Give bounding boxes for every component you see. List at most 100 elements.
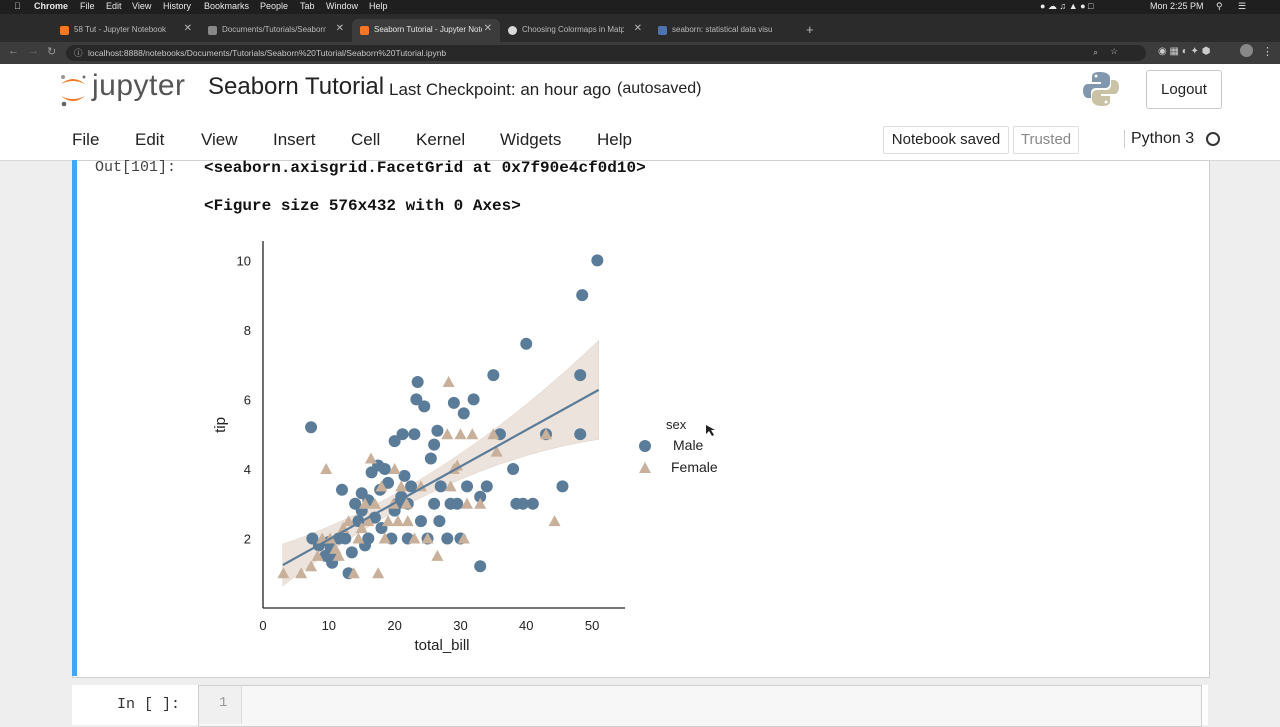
menu-window[interactable]: Window xyxy=(326,1,359,11)
female-point xyxy=(320,462,333,474)
female-point xyxy=(391,515,404,527)
female-point xyxy=(461,497,474,509)
menu-insert[interactable]: Insert xyxy=(273,130,316,149)
female-point xyxy=(378,532,391,544)
female-point xyxy=(342,515,355,527)
female-point xyxy=(490,445,503,457)
output-text-figure: <Figure size 576x432 with 0 Axes> xyxy=(204,197,521,215)
female-point xyxy=(277,567,290,579)
male-point xyxy=(418,400,431,413)
male-point xyxy=(434,480,447,493)
menu-kernel[interactable]: Kernel xyxy=(416,130,466,149)
male-point xyxy=(411,376,424,389)
legend-female-label: Female xyxy=(671,459,718,475)
legend-male-label: Male xyxy=(673,437,704,453)
code-editor[interactable] xyxy=(198,685,1202,727)
line-number: 1 xyxy=(219,695,228,711)
info-icon[interactable]: ⓘ xyxy=(74,48,83,58)
female-point xyxy=(305,560,318,572)
new-tab-icon[interactable]: + xyxy=(806,22,814,37)
female-point xyxy=(332,549,345,561)
reload-icon[interactable]: ↻ xyxy=(47,46,57,58)
browser-tab-active[interactable]: Seaborn Tutorial - Jupyter Note ✕ xyxy=(352,19,500,42)
output-cell[interactable] xyxy=(72,160,1210,678)
browser-menu-icon[interactable]: ⋮ xyxy=(1262,46,1273,58)
close-tab-icon[interactable]: ✕ xyxy=(335,23,344,34)
kernel-idle-icon xyxy=(1206,132,1220,146)
mouse-cursor-icon xyxy=(706,425,715,436)
jupyter-favicon-icon xyxy=(360,26,369,35)
female-point xyxy=(362,515,375,527)
close-tab-icon[interactable]: ✕ xyxy=(483,23,492,34)
female-point xyxy=(395,480,408,492)
scatter-plot: 0 10 20 30 40 50 2 4 6 8 10 total_bill tip sex Mal… xyxy=(212,241,718,654)
male-point xyxy=(441,532,454,545)
female-point xyxy=(466,428,479,440)
control-center-icon[interactable]: ☰ xyxy=(1238,1,1247,11)
female-point xyxy=(454,428,467,440)
female-point xyxy=(408,532,421,544)
apple-icon[interactable]:  xyxy=(14,1,21,11)
browser-tab[interactable]: Choosing Colormaps in Matp ✕ xyxy=(500,19,650,42)
male-point xyxy=(451,497,464,510)
menu-help[interactable]: Help xyxy=(369,1,388,11)
male-point xyxy=(405,480,418,493)
close-tab-icon[interactable]: ✕ xyxy=(183,23,192,34)
menu-people[interactable]: People xyxy=(260,1,289,11)
menu-edit[interactable]: Edit xyxy=(106,1,122,11)
menu-tab[interactable]: Tab xyxy=(300,1,315,11)
x-tick-label: 20 xyxy=(387,618,401,633)
menu-cell[interactable]: Cell xyxy=(351,130,381,149)
menu-widgets[interactable]: Widgets xyxy=(500,130,562,149)
trusted-indicator[interactable]: Trusted xyxy=(1013,126,1079,154)
profile-avatar[interactable] xyxy=(1240,44,1253,57)
forward-icon[interactable]: → xyxy=(28,45,39,57)
app-menu[interactable]: Chrome xyxy=(34,1,69,11)
kernel-name[interactable]: Python 3 xyxy=(1124,130,1194,148)
male-point xyxy=(576,289,589,302)
x-tick-label: 30 xyxy=(453,618,467,633)
bookmark-star-icon[interactable]: ☆ xyxy=(1110,46,1118,56)
jupyter-logo-icon[interactable] xyxy=(58,73,88,107)
female-point xyxy=(400,497,413,509)
output-prompt: Out[101]: xyxy=(95,159,177,176)
female-point xyxy=(311,549,324,561)
browser-tab[interactable]: seaborn: statistical data visu xyxy=(650,19,800,42)
female-point xyxy=(444,480,457,492)
menu-history[interactable]: History xyxy=(163,1,192,11)
os-menubar:  Chrome File Edit View History Bookmark… xyxy=(0,0,1280,14)
male-point xyxy=(507,462,520,475)
jupyter-logo-text[interactable]: jupyter xyxy=(92,69,186,102)
male-point xyxy=(487,369,500,382)
female-point xyxy=(474,497,487,509)
close-tab-icon[interactable]: ✕ xyxy=(633,23,642,34)
back-icon[interactable]: ← xyxy=(8,45,19,57)
male-point xyxy=(591,254,604,267)
notebook-title[interactable]: Seaborn Tutorial xyxy=(208,73,385,100)
browser-tab[interactable]: 58 Tut - Jupyter Notebook ✕ xyxy=(52,19,200,42)
menu-edit[interactable]: Edit xyxy=(135,130,165,149)
tab-title: 58 Tut - Jupyter Notebook xyxy=(74,25,167,34)
female-point xyxy=(368,497,381,509)
menu-view[interactable]: View xyxy=(201,130,238,149)
female-point xyxy=(457,532,470,544)
address-bar[interactable]: ⓘ localhost:8888/notebooks/Documents/Tut… xyxy=(66,45,1146,61)
selected-cell-indicator xyxy=(72,160,77,676)
female-point xyxy=(375,480,388,492)
female-point xyxy=(540,428,553,440)
female-point xyxy=(388,462,401,474)
female-point xyxy=(352,532,365,544)
female-point xyxy=(401,515,414,527)
spotlight-icon[interactable]: ⚲ xyxy=(1216,1,1223,11)
menu-file[interactable]: File xyxy=(80,1,95,11)
menu-view[interactable]: View xyxy=(132,1,152,11)
menu-help[interactable]: Help xyxy=(597,130,632,149)
browser-tab[interactable]: Documents/Tutorials/Seaborn ✕ xyxy=(200,19,352,42)
male-point xyxy=(378,462,391,475)
search-icon[interactable]: ⌕ xyxy=(1093,47,1098,57)
logout-button[interactable]: Logout xyxy=(1146,70,1222,109)
extension-icon[interactable]: ◉ ▦ ◐ ✦ ⬢ xyxy=(1158,46,1211,57)
male-point xyxy=(520,337,533,350)
menu-file[interactable]: File xyxy=(72,130,100,149)
menu-bookmarks[interactable]: Bookmarks xyxy=(204,1,250,11)
